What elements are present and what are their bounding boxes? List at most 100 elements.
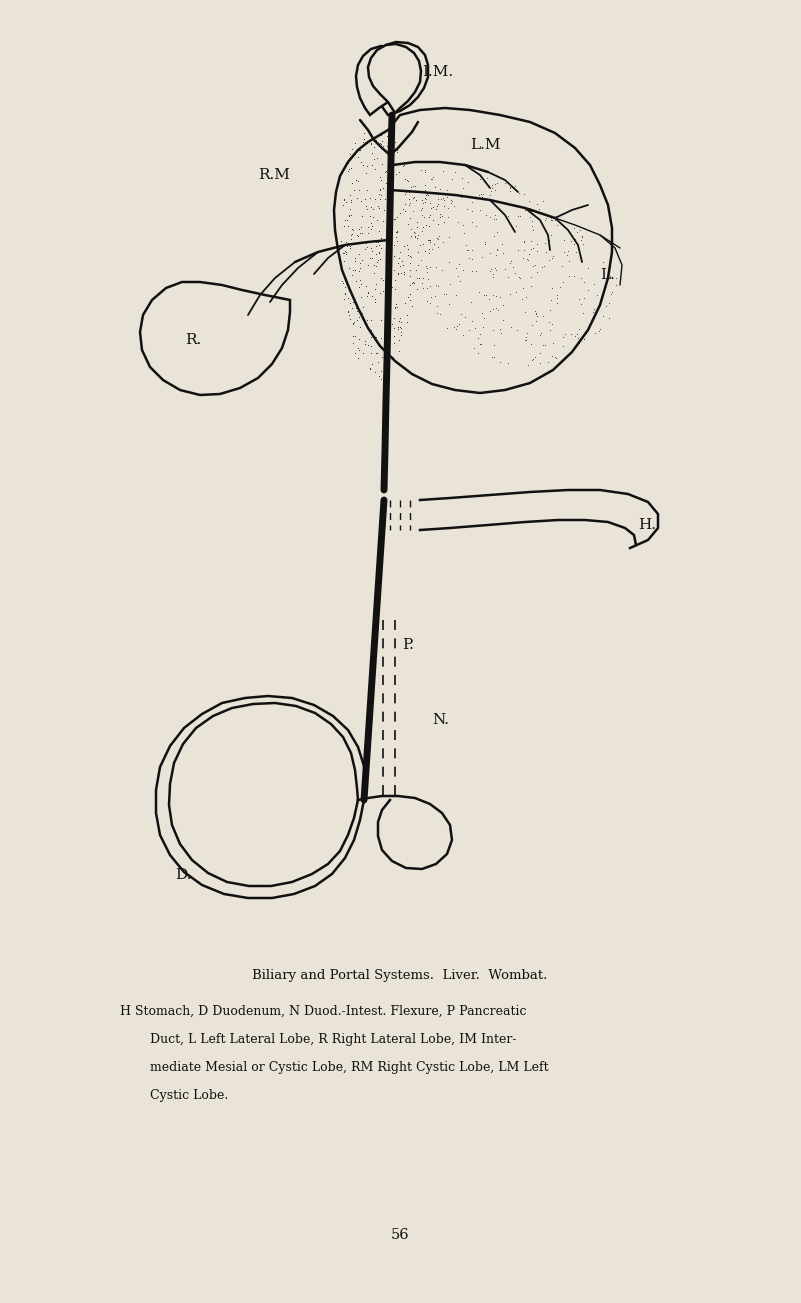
Point bbox=[589, 323, 602, 344]
Point bbox=[380, 126, 393, 147]
Point bbox=[574, 229, 587, 250]
Point bbox=[376, 211, 389, 232]
Point bbox=[380, 287, 393, 308]
Point bbox=[372, 250, 384, 271]
Point bbox=[472, 343, 485, 364]
Point bbox=[425, 168, 437, 189]
Point bbox=[343, 305, 356, 326]
Point bbox=[546, 332, 559, 353]
Point bbox=[354, 139, 367, 160]
Point bbox=[373, 249, 386, 270]
Point bbox=[369, 278, 382, 298]
Point bbox=[451, 212, 464, 233]
Point bbox=[351, 188, 364, 208]
Point bbox=[453, 253, 465, 274]
Point bbox=[587, 274, 600, 294]
Point bbox=[373, 366, 386, 387]
Point bbox=[420, 185, 433, 206]
Point bbox=[484, 301, 497, 322]
Point bbox=[351, 309, 364, 330]
Point bbox=[543, 319, 556, 340]
Point bbox=[536, 190, 549, 211]
Point bbox=[365, 240, 378, 261]
Point bbox=[410, 267, 423, 288]
Point bbox=[602, 293, 615, 314]
Point bbox=[409, 189, 422, 210]
Point bbox=[400, 305, 413, 326]
Point bbox=[519, 330, 532, 351]
Point bbox=[574, 220, 586, 241]
Point bbox=[536, 257, 549, 278]
Point bbox=[501, 206, 514, 227]
Point bbox=[419, 162, 432, 182]
Point bbox=[376, 122, 389, 143]
Point bbox=[360, 133, 373, 154]
Point bbox=[340, 210, 353, 231]
Point bbox=[394, 322, 407, 343]
Point bbox=[518, 201, 531, 222]
Point bbox=[388, 297, 401, 318]
Point bbox=[530, 233, 543, 254]
Point bbox=[398, 265, 411, 285]
Point bbox=[389, 279, 402, 300]
Point bbox=[562, 241, 574, 262]
Point bbox=[384, 224, 396, 245]
Point bbox=[354, 216, 367, 237]
Point bbox=[352, 244, 365, 265]
Point bbox=[364, 319, 377, 340]
Text: L.: L. bbox=[600, 268, 615, 281]
Point bbox=[514, 206, 527, 227]
Point bbox=[348, 291, 360, 311]
Point bbox=[568, 218, 581, 238]
Point bbox=[356, 343, 369, 364]
Point bbox=[349, 326, 362, 347]
Point bbox=[360, 310, 373, 331]
Point bbox=[533, 324, 546, 345]
Point bbox=[391, 231, 404, 251]
Point bbox=[348, 311, 360, 332]
Point bbox=[422, 229, 435, 250]
Point bbox=[388, 332, 400, 353]
Point bbox=[493, 352, 506, 373]
Point bbox=[490, 259, 503, 280]
Point bbox=[409, 225, 422, 246]
Point bbox=[396, 155, 409, 176]
Point bbox=[369, 327, 382, 348]
Point bbox=[424, 257, 437, 278]
Point bbox=[557, 242, 570, 263]
Point bbox=[481, 168, 493, 189]
Point bbox=[399, 293, 412, 314]
Point bbox=[355, 190, 368, 211]
Point bbox=[392, 162, 405, 182]
Point bbox=[367, 198, 380, 219]
Point bbox=[376, 347, 388, 367]
Point bbox=[473, 281, 485, 302]
Point bbox=[350, 298, 363, 319]
Point bbox=[432, 228, 445, 249]
Point bbox=[488, 225, 501, 246]
Point bbox=[557, 229, 570, 250]
Point bbox=[475, 186, 488, 207]
Point bbox=[373, 179, 386, 199]
Point bbox=[578, 328, 590, 349]
Point bbox=[545, 314, 558, 335]
Point bbox=[411, 212, 424, 233]
Point bbox=[403, 181, 416, 202]
Point bbox=[390, 163, 403, 184]
Point bbox=[414, 199, 427, 220]
Point bbox=[366, 248, 379, 268]
Point bbox=[404, 253, 417, 274]
Point bbox=[487, 284, 500, 305]
Point bbox=[483, 288, 496, 309]
Point bbox=[518, 240, 531, 261]
Point bbox=[382, 182, 395, 203]
Point bbox=[508, 175, 521, 195]
Point bbox=[493, 318, 506, 339]
Point bbox=[360, 155, 373, 176]
Point bbox=[458, 306, 471, 327]
Point bbox=[371, 343, 384, 364]
Point bbox=[430, 304, 443, 324]
Point bbox=[375, 227, 388, 248]
Point bbox=[522, 250, 535, 271]
Point bbox=[515, 288, 528, 309]
